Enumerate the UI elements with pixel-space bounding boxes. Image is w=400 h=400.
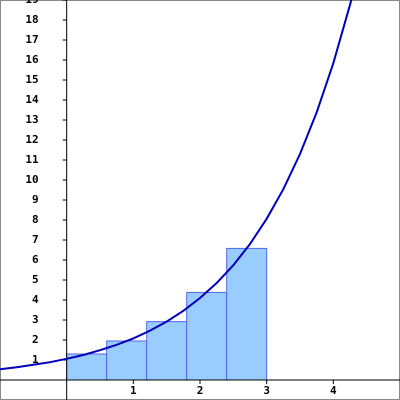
x-tick-label: 1 bbox=[130, 384, 137, 397]
y-tick-label: 11 bbox=[25, 153, 39, 166]
y-tick-label: 13 bbox=[25, 113, 38, 126]
y-tick-label: 17 bbox=[25, 33, 38, 46]
bar bbox=[146, 321, 188, 381]
y-tick-label: 15 bbox=[25, 73, 38, 86]
y-tick-label: 19 bbox=[25, 0, 38, 6]
y-tick-label: 1 bbox=[32, 353, 39, 366]
y-tick-label: 14 bbox=[25, 93, 39, 106]
y-tick-label: 8 bbox=[32, 213, 39, 226]
x-tick-label: 3 bbox=[263, 384, 270, 397]
y-tick-label: 9 bbox=[32, 193, 39, 206]
y-tick-label: 3 bbox=[32, 313, 39, 326]
bar bbox=[186, 291, 228, 381]
y-tick-label: 18 bbox=[25, 13, 38, 26]
y-tick-label: 16 bbox=[25, 53, 39, 66]
bar bbox=[66, 353, 108, 381]
y-tick-label: 2 bbox=[32, 333, 39, 346]
bar bbox=[226, 247, 268, 381]
x-tick-label: 4 bbox=[330, 384, 337, 397]
y-tick-label: 5 bbox=[32, 273, 39, 286]
y-tick-label: 4 bbox=[32, 293, 39, 306]
curve bbox=[0, 0, 353, 371]
y-tick-label: 6 bbox=[32, 253, 39, 266]
y-tick-label: 10 bbox=[25, 173, 38, 186]
y-tick-label: 12 bbox=[25, 133, 38, 146]
y-tick-label: 7 bbox=[32, 233, 39, 246]
x-tick-label: 2 bbox=[197, 384, 204, 397]
